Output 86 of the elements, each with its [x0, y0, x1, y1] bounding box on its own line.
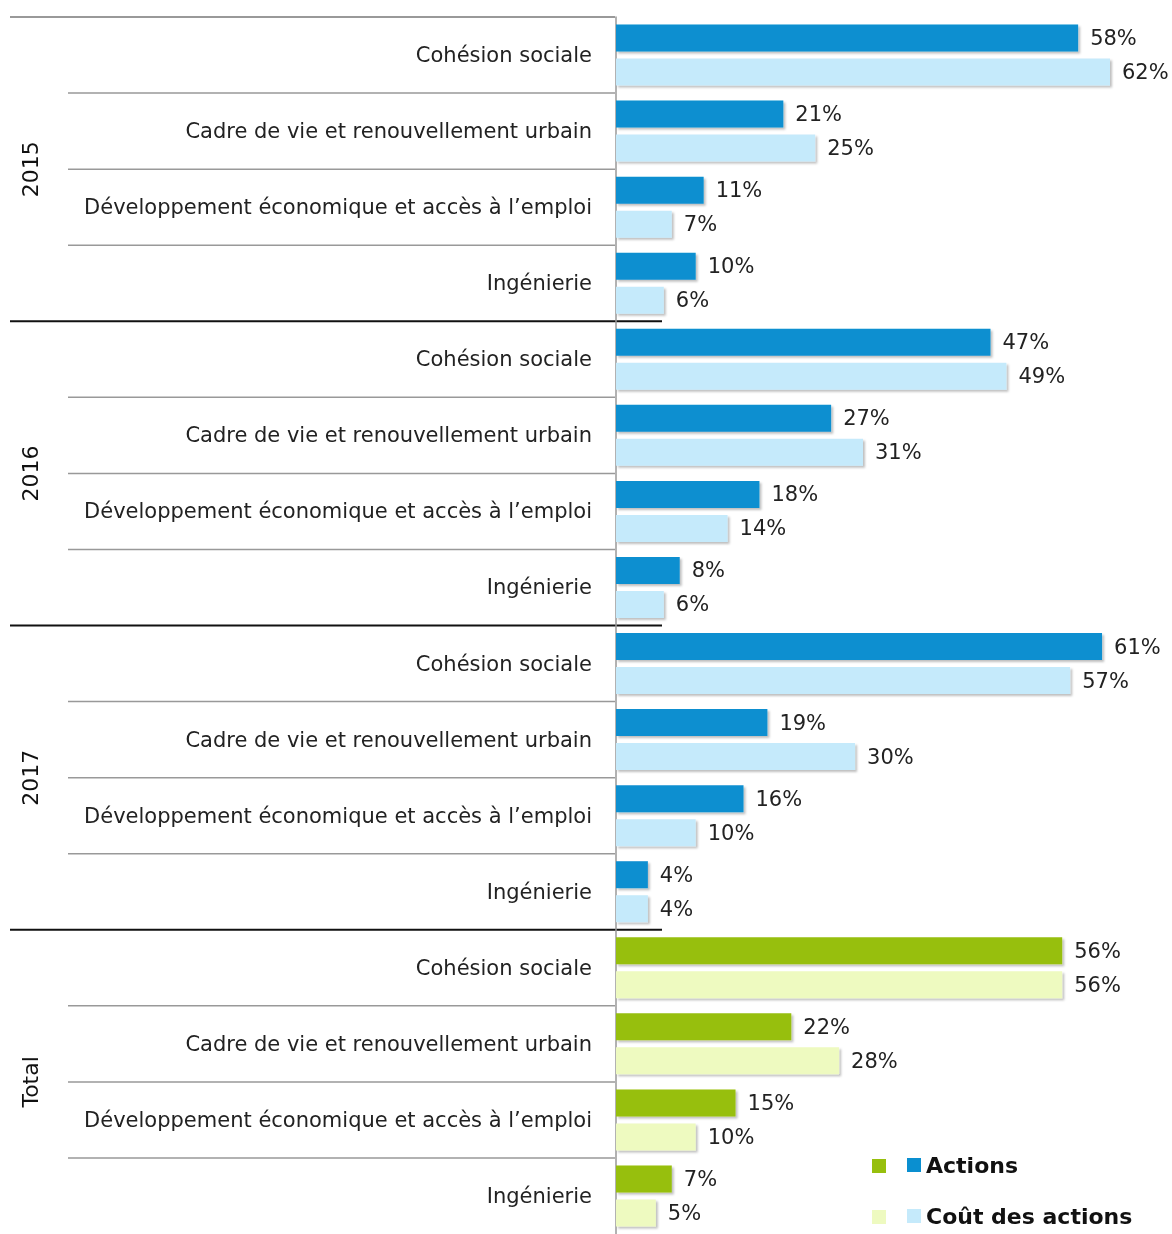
data-label: 31%: [875, 440, 922, 465]
bar: [616, 58, 1110, 86]
bar: [616, 937, 1063, 965]
data-label: 6%: [675, 288, 710, 313]
bar: [616, 1123, 696, 1151]
bar: [616, 210, 672, 238]
data-label: 14%: [739, 516, 787, 541]
data-label: 11%: [715, 178, 763, 203]
legend-label: Actions: [926, 1152, 1018, 1178]
bar: [616, 100, 784, 128]
bar: [616, 861, 648, 889]
bar: [616, 404, 832, 432]
y-tick-label: Cohésion sociale: [415, 651, 592, 676]
text: 2015: [17, 141, 43, 198]
y-tick-label: Ingénierie: [486, 1183, 592, 1208]
data-label: 21%: [795, 102, 843, 127]
legend-label: Coût des actions: [926, 1203, 1133, 1229]
bar: [616, 24, 1079, 52]
y-tick-label: Développement économique et accès à l’emploi: [84, 499, 592, 524]
text: Total: [17, 1056, 43, 1109]
y-tick-label: Cohésion sociale: [415, 347, 592, 372]
data-label: 4%: [659, 896, 694, 921]
y-tick-label: Ingénierie: [486, 575, 592, 600]
bar: [616, 252, 696, 280]
y-tick-label: Cadre de vie et renouvellement urbain: [185, 727, 592, 752]
data-label: 62%: [1122, 60, 1169, 85]
bar: [616, 709, 768, 737]
data-label: 30%: [867, 744, 914, 769]
data-label: 19%: [779, 710, 827, 735]
data-label: 18%: [771, 482, 819, 507]
bar: [616, 556, 680, 584]
bar: [616, 134, 816, 162]
data-label: 47%: [1002, 330, 1050, 355]
data-label: 49%: [1018, 364, 1066, 389]
data-label: 4%: [659, 862, 694, 887]
data-label: 10%: [707, 820, 755, 845]
bar: [616, 633, 1103, 661]
data-label: 8%: [691, 558, 726, 583]
bar: [616, 743, 856, 771]
data-label: 56%: [1074, 938, 1121, 963]
data-label: 25%: [827, 136, 874, 161]
y-tick-label: Cadre de vie et renouvellement urbain: [185, 119, 592, 144]
y-tick-label: Ingénierie: [486, 271, 592, 296]
bar: [616, 1013, 792, 1041]
data-label: 27%: [843, 406, 890, 431]
text: 2016: [17, 445, 43, 502]
y-tick-label: Développement économique et accès à l’emploi: [84, 803, 592, 828]
y-tick-label: Ingénierie: [486, 879, 592, 904]
bar: [616, 667, 1071, 695]
bar: [616, 480, 760, 508]
data-label: 58%: [1090, 26, 1137, 51]
bar: [616, 1199, 656, 1227]
bar: [616, 362, 1007, 390]
data-label: 5%: [667, 1200, 702, 1225]
text: 2017: [17, 749, 43, 806]
bar: [616, 1047, 840, 1075]
y-tick-label: Cohésion sociale: [415, 43, 592, 68]
data-label: 15%: [747, 1090, 795, 1115]
data-label: 61%: [1114, 634, 1161, 659]
bar: [616, 1089, 736, 1117]
bar: [616, 286, 664, 314]
bar: [616, 328, 991, 356]
y-tick-label: Cadre de vie et renouvellement urbain: [185, 423, 592, 448]
bar: [616, 819, 696, 847]
y-tick-label: Développement économique et accès à l’emploi: [84, 195, 592, 220]
bar: [616, 176, 704, 204]
data-label: 57%: [1082, 668, 1129, 693]
data-label: 7%: [683, 212, 718, 237]
data-label: 7%: [683, 1166, 718, 1191]
bar: [616, 590, 664, 618]
bar: [616, 438, 863, 466]
y-tick-label: Développement économique et accès à l’emploi: [84, 1107, 592, 1132]
bar: [616, 514, 728, 542]
data-label: 16%: [755, 786, 803, 811]
data-label: 56%: [1074, 972, 1121, 997]
bar: [616, 785, 744, 813]
data-label: 28%: [851, 1048, 898, 1073]
data-label: 10%: [707, 1124, 755, 1149]
data-label: 6%: [675, 592, 710, 617]
y-tick-label: Cohésion sociale: [415, 955, 592, 980]
bar: [616, 971, 1063, 999]
y-tick-label: Cadre de vie et renouvellement urbain: [185, 1031, 592, 1056]
bar: [616, 1165, 672, 1193]
data-label: 22%: [803, 1014, 850, 1039]
data-label: 10%: [707, 254, 755, 279]
bar: [616, 895, 648, 923]
